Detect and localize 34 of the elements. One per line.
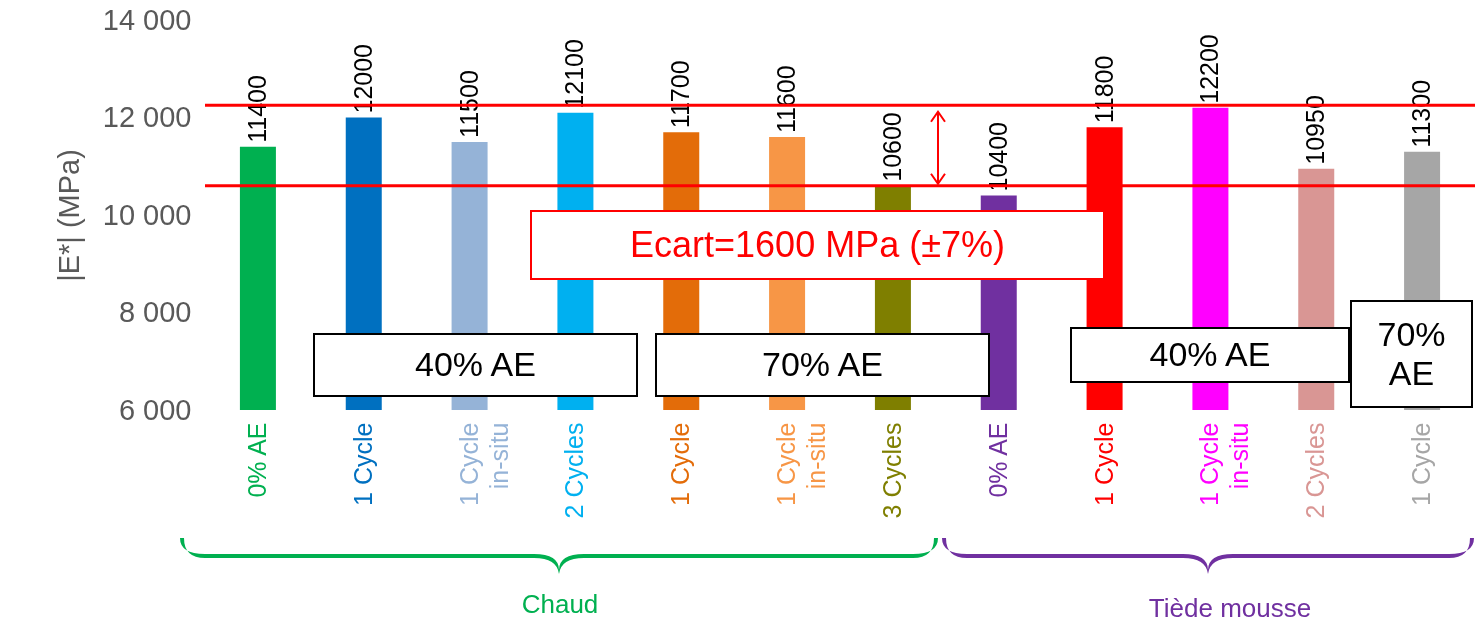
x-tick-label: 1 Cycle [1407,422,1436,506]
x-tick-label: 2 Cycles [1301,422,1330,519]
data-label: 11600 [772,65,801,133]
x-tick-label: 1 Cycle [666,422,695,506]
data-label: 10400 [983,121,1012,192]
y-tick-label: 12 000 [102,101,192,133]
data-label: 10600 [877,112,906,182]
y-tick-label: 14 000 [102,3,192,36]
data-label: 12200 [1195,34,1224,104]
x-tick-label: 1 Cycle [1089,422,1118,506]
x-tick-label: 1 Cycle [348,422,377,506]
data-label: 12100 [560,39,589,109]
data-label: 11700 [666,60,695,129]
text-box: Ecart=1600 MPa (±7%) [530,210,1105,280]
x-tick-label: 0% AE [242,422,271,498]
x-tick-label: 1 Cycle in-situ [454,422,513,506]
data-label: 11500 [454,70,483,138]
x-tick-label: 1 Cycle in-situ [1195,422,1254,506]
x-tick-label: 3 Cycles [877,422,906,519]
y-tick-label: 10 000 [102,198,192,231]
text-box: 40% AE [1070,327,1350,383]
text-box: 70% AE [1350,300,1473,408]
text-box: 40% AE [313,333,638,397]
y-tick-label: 8 000 [118,296,192,328]
y-axis-title: |E*| (MPa) [52,149,85,282]
data-label: 11400 [242,75,271,143]
text-box: 70% AE [655,333,990,397]
text: Tiède mousse [1147,592,1313,626]
data-label: 10950 [1301,95,1330,165]
x-tick-label: 0% AE [983,422,1012,498]
text: Chaud [520,588,600,622]
x-tick-label: 1 Cycle in-situ [772,422,831,506]
x-tick-label: 2 Cycles [560,422,589,519]
y-tick-label: 6 000 [118,393,192,426]
